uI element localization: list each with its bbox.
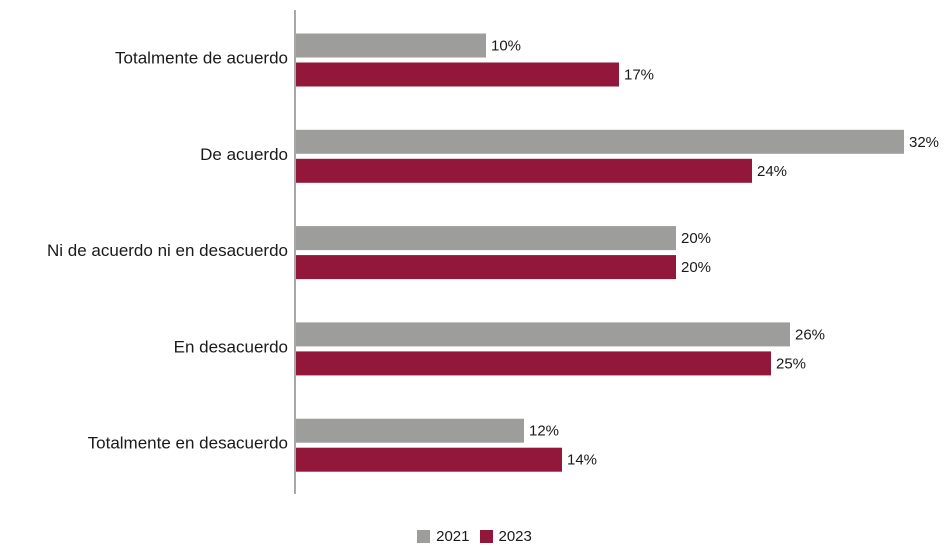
legend-item-2023: 2023 (479, 528, 532, 545)
bar-2021 (296, 33, 486, 58)
legend: 2021 2023 (0, 528, 949, 545)
bar-2023 (296, 255, 676, 280)
bar-2021 (296, 226, 676, 251)
data-label-2023: 14% (567, 452, 597, 469)
bar-2021 (296, 129, 904, 154)
legend-swatch-2021 (417, 530, 431, 543)
bar-2023 (296, 351, 771, 376)
bar-2021 (296, 322, 790, 347)
category-label: En desacuerdo (174, 337, 288, 356)
legend-item-2021: 2021 (417, 528, 470, 545)
legend-swatch-2023 (479, 530, 493, 543)
bar-2021 (296, 418, 524, 443)
bar-2023 (296, 158, 752, 183)
category-label: De acuerdo (200, 145, 288, 164)
category-label: Ni de acuerdo ni en desacuerdo (47, 241, 288, 260)
category-label: Totalmente en desacuerdo (88, 434, 288, 453)
data-label-2021: 10% (491, 38, 521, 55)
data-label-2021: 20% (681, 230, 711, 247)
data-label-2023: 20% (681, 259, 711, 276)
data-label-2023: 24% (757, 163, 787, 180)
bar-2023 (296, 62, 619, 87)
category-label: Totalmente de acuerdo (115, 49, 288, 68)
bar-2023 (296, 447, 562, 472)
data-label-2021: 32% (909, 134, 939, 151)
data-label-2021: 12% (529, 423, 559, 440)
data-label-2021: 26% (795, 326, 825, 343)
legend-label-2021: 2021 (436, 528, 470, 545)
data-label-2023: 25% (776, 355, 806, 372)
legend-label-2023: 2023 (498, 528, 532, 545)
data-label-2023: 17% (624, 67, 654, 84)
